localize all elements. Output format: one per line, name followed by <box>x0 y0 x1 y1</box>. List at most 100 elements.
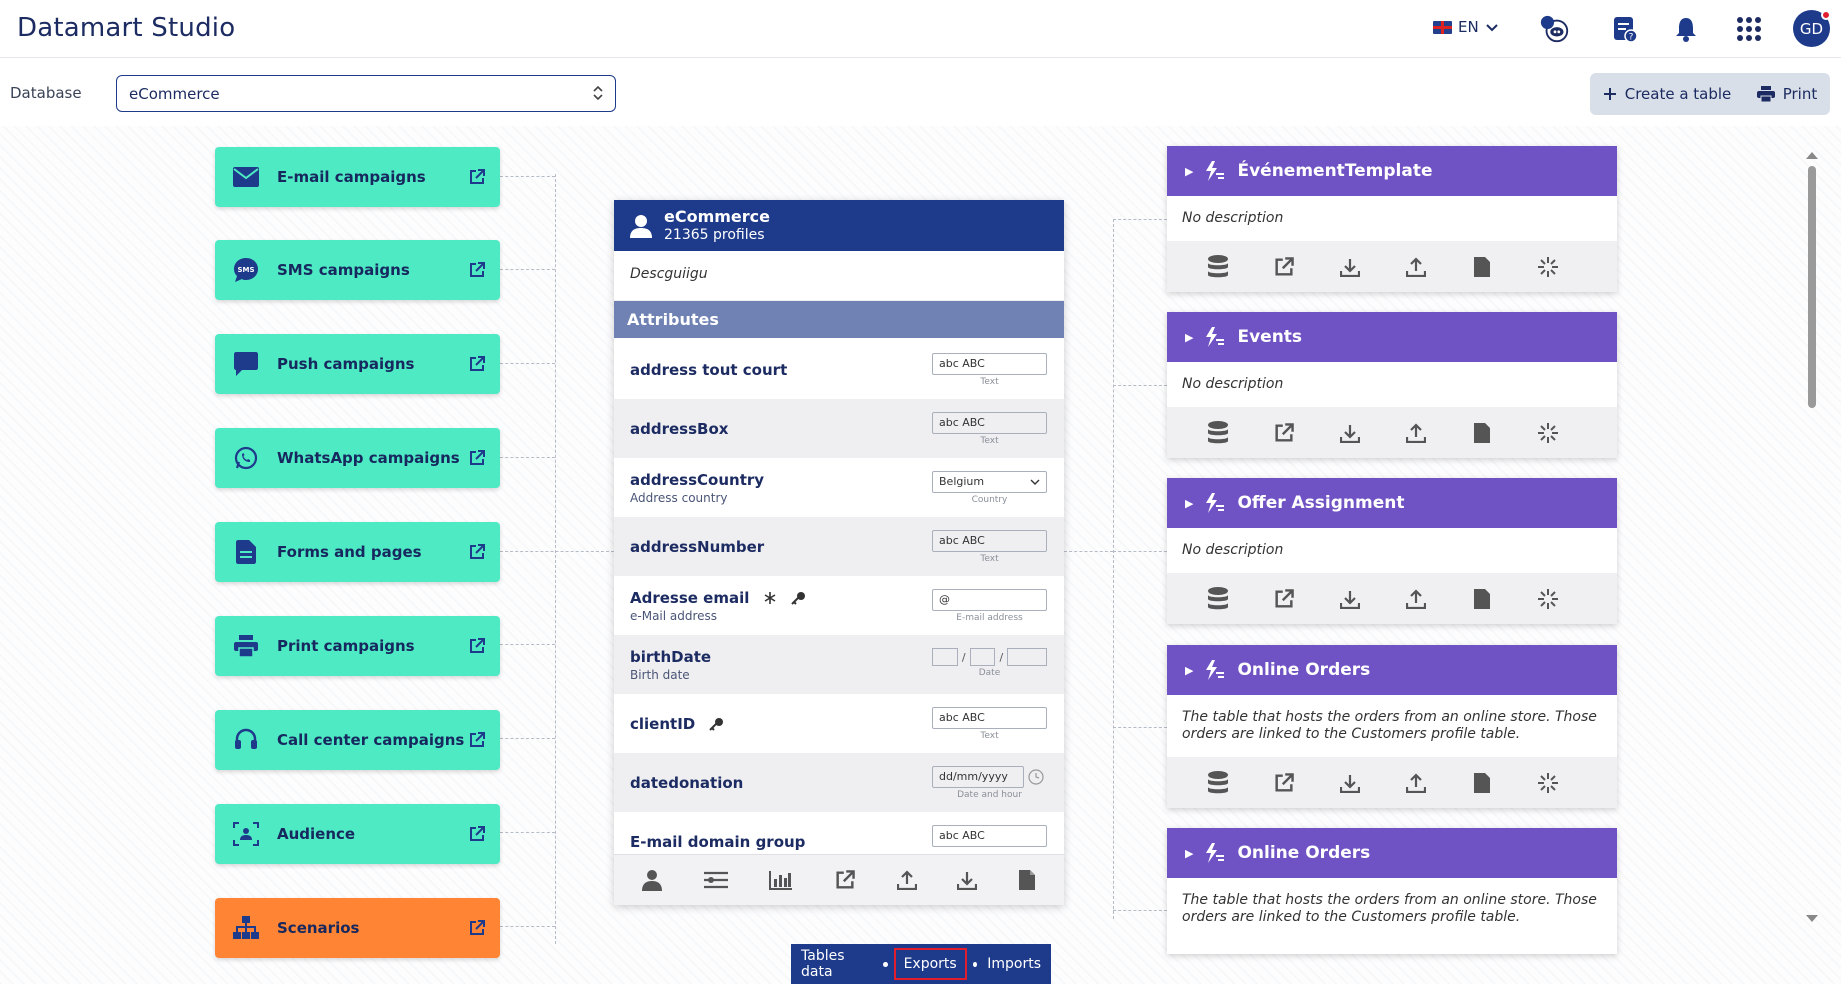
download-icon[interactable] <box>1333 766 1366 799</box>
attribute-row[interactable]: datedonation dd/mm/yyyy Date and hour <box>614 753 1064 812</box>
channel-print-campaigns[interactable]: Print campaigns <box>215 616 500 676</box>
language-selector[interactable]: EN <box>1433 18 1499 36</box>
upload-icon[interactable] <box>1399 416 1432 449</box>
attribute-row[interactable]: E-mail domain group abc ABC <box>614 812 1064 854</box>
table-card-header[interactable]: ▶ Online Orders <box>1167 645 1617 695</box>
attribute-row[interactable]: birthDate Birth date / / Date <box>614 635 1064 694</box>
download-icon[interactable] <box>1333 416 1366 449</box>
table-card-header[interactable]: ▶ Offer Assignment <box>1167 478 1617 528</box>
file-icon[interactable] <box>1465 766 1498 799</box>
sparkle-tool-icon[interactable] <box>1531 582 1564 615</box>
channel-whatsapp-campaigns[interactable]: WhatsApp campaigns <box>215 428 500 488</box>
file-icon[interactable] <box>1465 582 1498 615</box>
create-table-label: Create a table <box>1624 85 1732 103</box>
external-link-icon[interactable] <box>468 355 486 373</box>
attribute-row[interactable]: address tout court abc ABC Text <box>614 340 1064 399</box>
external-link-icon[interactable] <box>468 261 486 279</box>
printer-icon <box>233 633 259 659</box>
text-field-preview: abc ABC <box>932 353 1047 375</box>
hi-assistant-icon[interactable] <box>1539 13 1571 45</box>
channel-audience[interactable]: Audience <box>215 804 500 864</box>
help-document-icon[interactable]: ? <box>1609 13 1641 45</box>
external-link-icon[interactable] <box>834 869 856 891</box>
external-link-icon[interactable] <box>1267 250 1300 283</box>
database-icon[interactable] <box>1201 582 1234 615</box>
chevron-down-icon <box>1030 479 1040 485</box>
top-bar: Datamart Studio EN ? <box>0 0 1841 58</box>
download-icon[interactable] <box>957 870 978 890</box>
download-icon[interactable] <box>1333 582 1366 615</box>
external-link-icon[interactable] <box>468 168 486 186</box>
expand-triangle-icon[interactable]: ▶ <box>1185 663 1194 677</box>
external-link-icon[interactable] <box>1267 582 1300 615</box>
attribute-row[interactable]: Adresse email e-Mail address @ E-mail add… <box>614 576 1064 635</box>
print-button[interactable]: Print <box>1756 85 1817 103</box>
field-caption: Country <box>971 495 1008 505</box>
scroll-up-arrow-icon[interactable] <box>1805 150 1819 160</box>
database-icon[interactable] <box>1201 766 1234 799</box>
sparkle-tool-icon[interactable] <box>1531 416 1564 449</box>
user-avatar[interactable]: GD <box>1793 10 1831 47</box>
expand-triangle-icon[interactable]: ▶ <box>1185 164 1194 178</box>
filter-lines-icon[interactable] <box>703 870 729 890</box>
external-link-icon[interactable] <box>468 825 486 843</box>
tab-imports[interactable]: Imports <box>987 956 1041 972</box>
bell-icon[interactable] <box>1670 13 1702 45</box>
external-link-icon[interactable] <box>468 637 486 655</box>
expand-triangle-icon[interactable]: ▶ <box>1185 846 1194 860</box>
profile-table-header[interactable]: eCommerce 21365 profiles <box>614 200 1064 251</box>
channel-call-center-campaigns[interactable]: Call center campaigns <box>215 710 500 770</box>
external-link-icon[interactable] <box>468 449 486 467</box>
database-icon[interactable] <box>1201 250 1234 283</box>
file-icon[interactable] <box>1465 416 1498 449</box>
database-select[interactable]: eCommerce <box>116 75 616 112</box>
external-link-icon[interactable] <box>1267 766 1300 799</box>
channel-sms-campaigns[interactable]: SMS SMS campaigns <box>215 240 500 300</box>
external-link-icon[interactable] <box>468 919 486 937</box>
attribute-row[interactable]: addressBox abc ABC Text <box>614 399 1064 458</box>
upload-icon[interactable] <box>1399 766 1432 799</box>
table-actions <box>1167 757 1617 808</box>
table-card-header[interactable]: ▶ Events <box>1167 312 1617 362</box>
bar-chart-icon[interactable] <box>769 870 793 890</box>
attribute-row[interactable]: addressCountry Address country Belgium C… <box>614 458 1064 517</box>
table-card-header[interactable]: ▶ ÉvénementTemplate <box>1167 146 1617 196</box>
expand-triangle-icon[interactable]: ▶ <box>1185 330 1194 344</box>
attribute-row[interactable]: addressNumber abc ABC Text <box>614 517 1064 576</box>
channel-forms-and-pages[interactable]: Forms and pages <box>215 522 500 582</box>
chat-bubble-icon <box>233 351 259 377</box>
channel-label: Forms and pages <box>277 543 422 561</box>
external-link-icon[interactable] <box>468 731 486 749</box>
create-table-button[interactable]: Create a table <box>1603 85 1732 103</box>
file-icon[interactable] <box>1465 250 1498 283</box>
download-icon[interactable] <box>1333 250 1366 283</box>
channel-push-campaigns[interactable]: Push campaigns <box>215 334 500 394</box>
attribute-row[interactable]: clientID abc ABC Text <box>614 694 1064 753</box>
country-value: Belgium <box>939 475 985 488</box>
table-card-header[interactable]: ▶ Online Orders <box>1167 828 1617 878</box>
scroll-down-arrow-icon[interactable] <box>1805 914 1819 924</box>
upload-icon[interactable] <box>1399 582 1432 615</box>
event-bolt-icon <box>1206 843 1225 863</box>
apps-grid-icon[interactable] <box>1733 13 1765 45</box>
channel-email-campaigns[interactable]: E-mail campaigns <box>215 147 500 207</box>
database-icon[interactable] <box>1201 416 1234 449</box>
file-icon[interactable] <box>1018 869 1036 891</box>
user-icon[interactable] <box>642 869 663 891</box>
tab-exports[interactable]: Exports <box>893 948 967 980</box>
external-link-icon[interactable] <box>468 543 486 561</box>
attribute-name: addressBox <box>630 419 729 438</box>
vertical-scrollbar-thumb[interactable] <box>1808 166 1816 408</box>
channel-scenarios[interactable]: Scenarios <box>215 898 500 958</box>
tab-tables-data[interactable]: Tables data <box>801 948 845 980</box>
table-name: Online Orders <box>1237 843 1371 863</box>
external-link-icon[interactable] <box>1267 416 1300 449</box>
attribute-name: datedonation <box>630 773 744 792</box>
attribute-list[interactable]: address tout court abc ABC Text addressBo… <box>614 340 1064 854</box>
sparkle-tool-icon[interactable] <box>1531 766 1564 799</box>
chevron-down-icon <box>1485 24 1498 32</box>
sparkle-tool-icon[interactable] <box>1531 250 1564 283</box>
expand-triangle-icon[interactable]: ▶ <box>1185 496 1194 510</box>
upload-icon[interactable] <box>1399 250 1432 283</box>
upload-icon[interactable] <box>896 870 917 890</box>
